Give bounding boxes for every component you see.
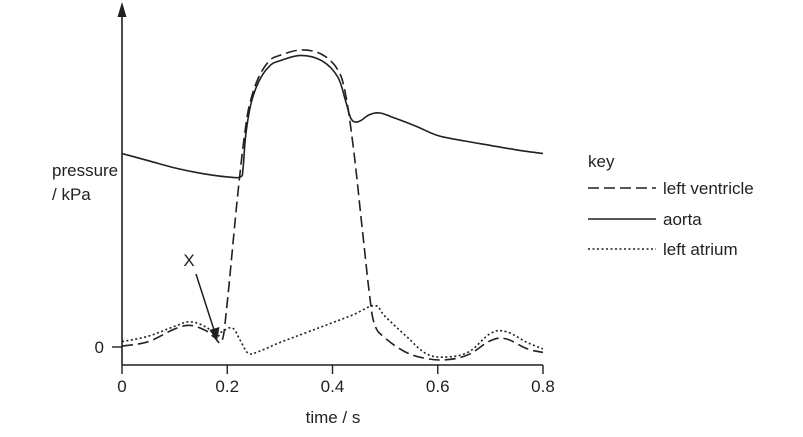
x-tick-label: 0.2 <box>215 377 239 396</box>
x-tick-label: 0.6 <box>426 377 450 396</box>
legend-entry-aorta: aorta <box>588 210 702 229</box>
x-ticks: 0 0.2 0.4 0.6 0.8 <box>117 365 555 396</box>
y-zero-label: 0 <box>95 338 104 357</box>
annotation-x-arrow <box>195 273 216 334</box>
legend-entry-left-ventricle: left ventricle <box>588 179 754 198</box>
series-line-left-atrium <box>121 304 544 359</box>
plot-area: 0 0.2 0.4 0.6 0.8 0 <box>95 2 555 396</box>
legend-label-aorta: aorta <box>663 210 702 229</box>
series-line-left-ventricle <box>121 49 544 361</box>
y-axis-label-line2: / kPa <box>52 185 91 204</box>
x-tick-label: 0.8 <box>531 377 555 396</box>
legend-entry-left-atrium: left atrium <box>588 240 738 259</box>
legend-label-left-ventricle: left ventricle <box>663 179 754 198</box>
y-axis-label-line1: pressure <box>52 161 118 180</box>
annotation-x-arrowhead <box>209 327 220 341</box>
x-axis-label: time / s <box>306 408 361 427</box>
x-tick-label: 0.4 <box>321 377 345 396</box>
x-tick-label: 0 <box>117 377 126 396</box>
annotation-x: X <box>183 251 220 341</box>
legend: key left ventricle aorta left atrium <box>588 152 754 259</box>
annotation-x-label: X <box>183 251 194 270</box>
series-layer <box>121 49 544 361</box>
legend-label-left-atrium: left atrium <box>663 240 738 259</box>
legend-title: key <box>588 152 615 171</box>
series-line-aorta <box>121 54 544 179</box>
y-axis-arrowhead <box>117 2 127 17</box>
